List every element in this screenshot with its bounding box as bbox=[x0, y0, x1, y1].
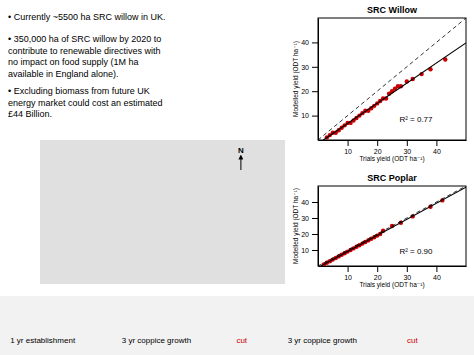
x-tick: 30 bbox=[403, 266, 411, 281]
x-tick: 10 bbox=[344, 140, 352, 155]
y-tick-label: 30 bbox=[301, 64, 309, 71]
y-tick: 40 bbox=[301, 39, 318, 46]
bullet-text: • Excluding biomass from future UKenergy… bbox=[8, 86, 163, 119]
y-axis-title: Modelled yield (ODT ha⁻¹) bbox=[292, 41, 300, 117]
y-tick-mark bbox=[312, 202, 318, 203]
x-tick-mark bbox=[436, 266, 437, 272]
y-axis: 10 20 30 40 bbox=[301, 187, 318, 267]
y-tick: 20 bbox=[301, 231, 318, 238]
x-tick-label: 10 bbox=[344, 148, 352, 155]
chart-title: SRC Willow bbox=[367, 5, 418, 15]
stage-label: 3 yr coppice growth bbox=[122, 336, 191, 345]
fit-line bbox=[321, 187, 466, 266]
y-tick-mark bbox=[312, 218, 318, 219]
y-axis-title: Modelled yield (ODT ha⁻¹) bbox=[292, 188, 300, 264]
x-tick-label: 20 bbox=[374, 274, 382, 281]
x-tick-mark bbox=[348, 140, 349, 146]
x-tick: 40 bbox=[433, 266, 441, 281]
x-tick-mark bbox=[377, 140, 378, 146]
identity-line bbox=[318, 186, 466, 266]
x-axis-line bbox=[319, 140, 467, 141]
x-tick-label: 40 bbox=[433, 274, 441, 281]
x-tick-mark bbox=[377, 266, 378, 272]
y-tick: 10 bbox=[301, 247, 318, 254]
x-axis-line bbox=[319, 266, 467, 267]
y-tick-label: 40 bbox=[301, 199, 309, 206]
x-tick: 10 bbox=[344, 266, 352, 281]
x-tick-mark bbox=[348, 266, 349, 272]
fit-line bbox=[323, 43, 466, 140]
x-tick: 20 bbox=[374, 140, 382, 155]
x-tick-mark bbox=[436, 140, 437, 146]
x-tick-label: 30 bbox=[403, 148, 411, 155]
x-tick-label: 40 bbox=[433, 148, 441, 155]
y-tick-label: 20 bbox=[301, 88, 309, 95]
y-tick-label: 20 bbox=[301, 231, 309, 238]
identity-line bbox=[318, 18, 466, 140]
stage-label: 1 yr establishment bbox=[10, 336, 76, 345]
y-axis-line bbox=[318, 19, 319, 141]
y-tick-mark bbox=[312, 250, 318, 251]
y-axis-line bbox=[318, 187, 319, 267]
x-axis-title: Trials yield (ODT ha⁻¹) bbox=[359, 281, 424, 289]
stage-label: cut bbox=[236, 336, 247, 345]
chart-title: SRC Poplar bbox=[367, 173, 417, 183]
plot-marks bbox=[318, 186, 466, 266]
plot-frame bbox=[318, 18, 466, 140]
y-tick-label: 30 bbox=[301, 215, 309, 222]
y-tick-mark bbox=[312, 116, 318, 117]
x-tick-mark bbox=[407, 140, 408, 146]
y-tick-mark bbox=[312, 91, 318, 92]
scatter-panel: 10 20 30 40 10 20 30 40 SRC Poplar Trials yield (… bbox=[292, 173, 467, 289]
stage-label: cut bbox=[407, 336, 418, 345]
x-axis: 10 20 30 40 bbox=[319, 266, 467, 281]
r-squared: R² = 0.90 bbox=[399, 247, 433, 256]
compass-arrow bbox=[240, 157, 241, 170]
y-tick-mark bbox=[312, 234, 318, 235]
x-tick-label: 20 bbox=[374, 148, 382, 155]
y-tick: 30 bbox=[301, 64, 318, 71]
scatter-panel: 10 20 30 40 10 20 30 40 SRC Willow Trials yield (… bbox=[292, 5, 467, 163]
x-tick: 40 bbox=[433, 140, 441, 155]
x-tick: 30 bbox=[403, 140, 411, 155]
x-tick: 20 bbox=[374, 266, 382, 281]
plot-frame bbox=[318, 186, 466, 266]
x-tick-label: 30 bbox=[403, 274, 411, 281]
compass-label: N bbox=[238, 146, 244, 155]
y-tick: 30 bbox=[301, 215, 318, 222]
x-tick-label: 10 bbox=[344, 274, 352, 281]
y-tick-mark bbox=[312, 67, 318, 68]
x-tick-mark bbox=[407, 266, 408, 272]
bottom-strip bbox=[0, 296, 474, 355]
y-tick: 10 bbox=[301, 112, 318, 119]
stage-label: 3 yr coppice growth bbox=[288, 336, 357, 345]
bullet-text: • 350,000 ha of SRC willow by 2020 tocon… bbox=[8, 34, 161, 79]
x-axis: 10 20 30 40 bbox=[319, 140, 467, 155]
y-tick-mark bbox=[312, 42, 318, 43]
r-squared: R² = 0.77 bbox=[399, 115, 433, 124]
y-axis: 10 20 30 40 bbox=[301, 19, 318, 141]
map-panel bbox=[40, 140, 285, 284]
y-tick-label: 40 bbox=[301, 39, 309, 46]
y-tick: 20 bbox=[301, 88, 318, 95]
y-tick-label: 10 bbox=[301, 112, 309, 119]
y-tick: 40 bbox=[301, 199, 318, 206]
figure: 10 20 30 40 10 20 30 40 SRC Willow Trials yield (… bbox=[0, 0, 474, 355]
bullet-text: • Currently ~5500 ha SRC willow in UK. bbox=[8, 12, 165, 22]
y-tick-label: 10 bbox=[301, 247, 309, 254]
x-axis-title: Trials yield (ODT ha⁻¹) bbox=[359, 155, 424, 163]
plot-marks bbox=[318, 18, 466, 140]
